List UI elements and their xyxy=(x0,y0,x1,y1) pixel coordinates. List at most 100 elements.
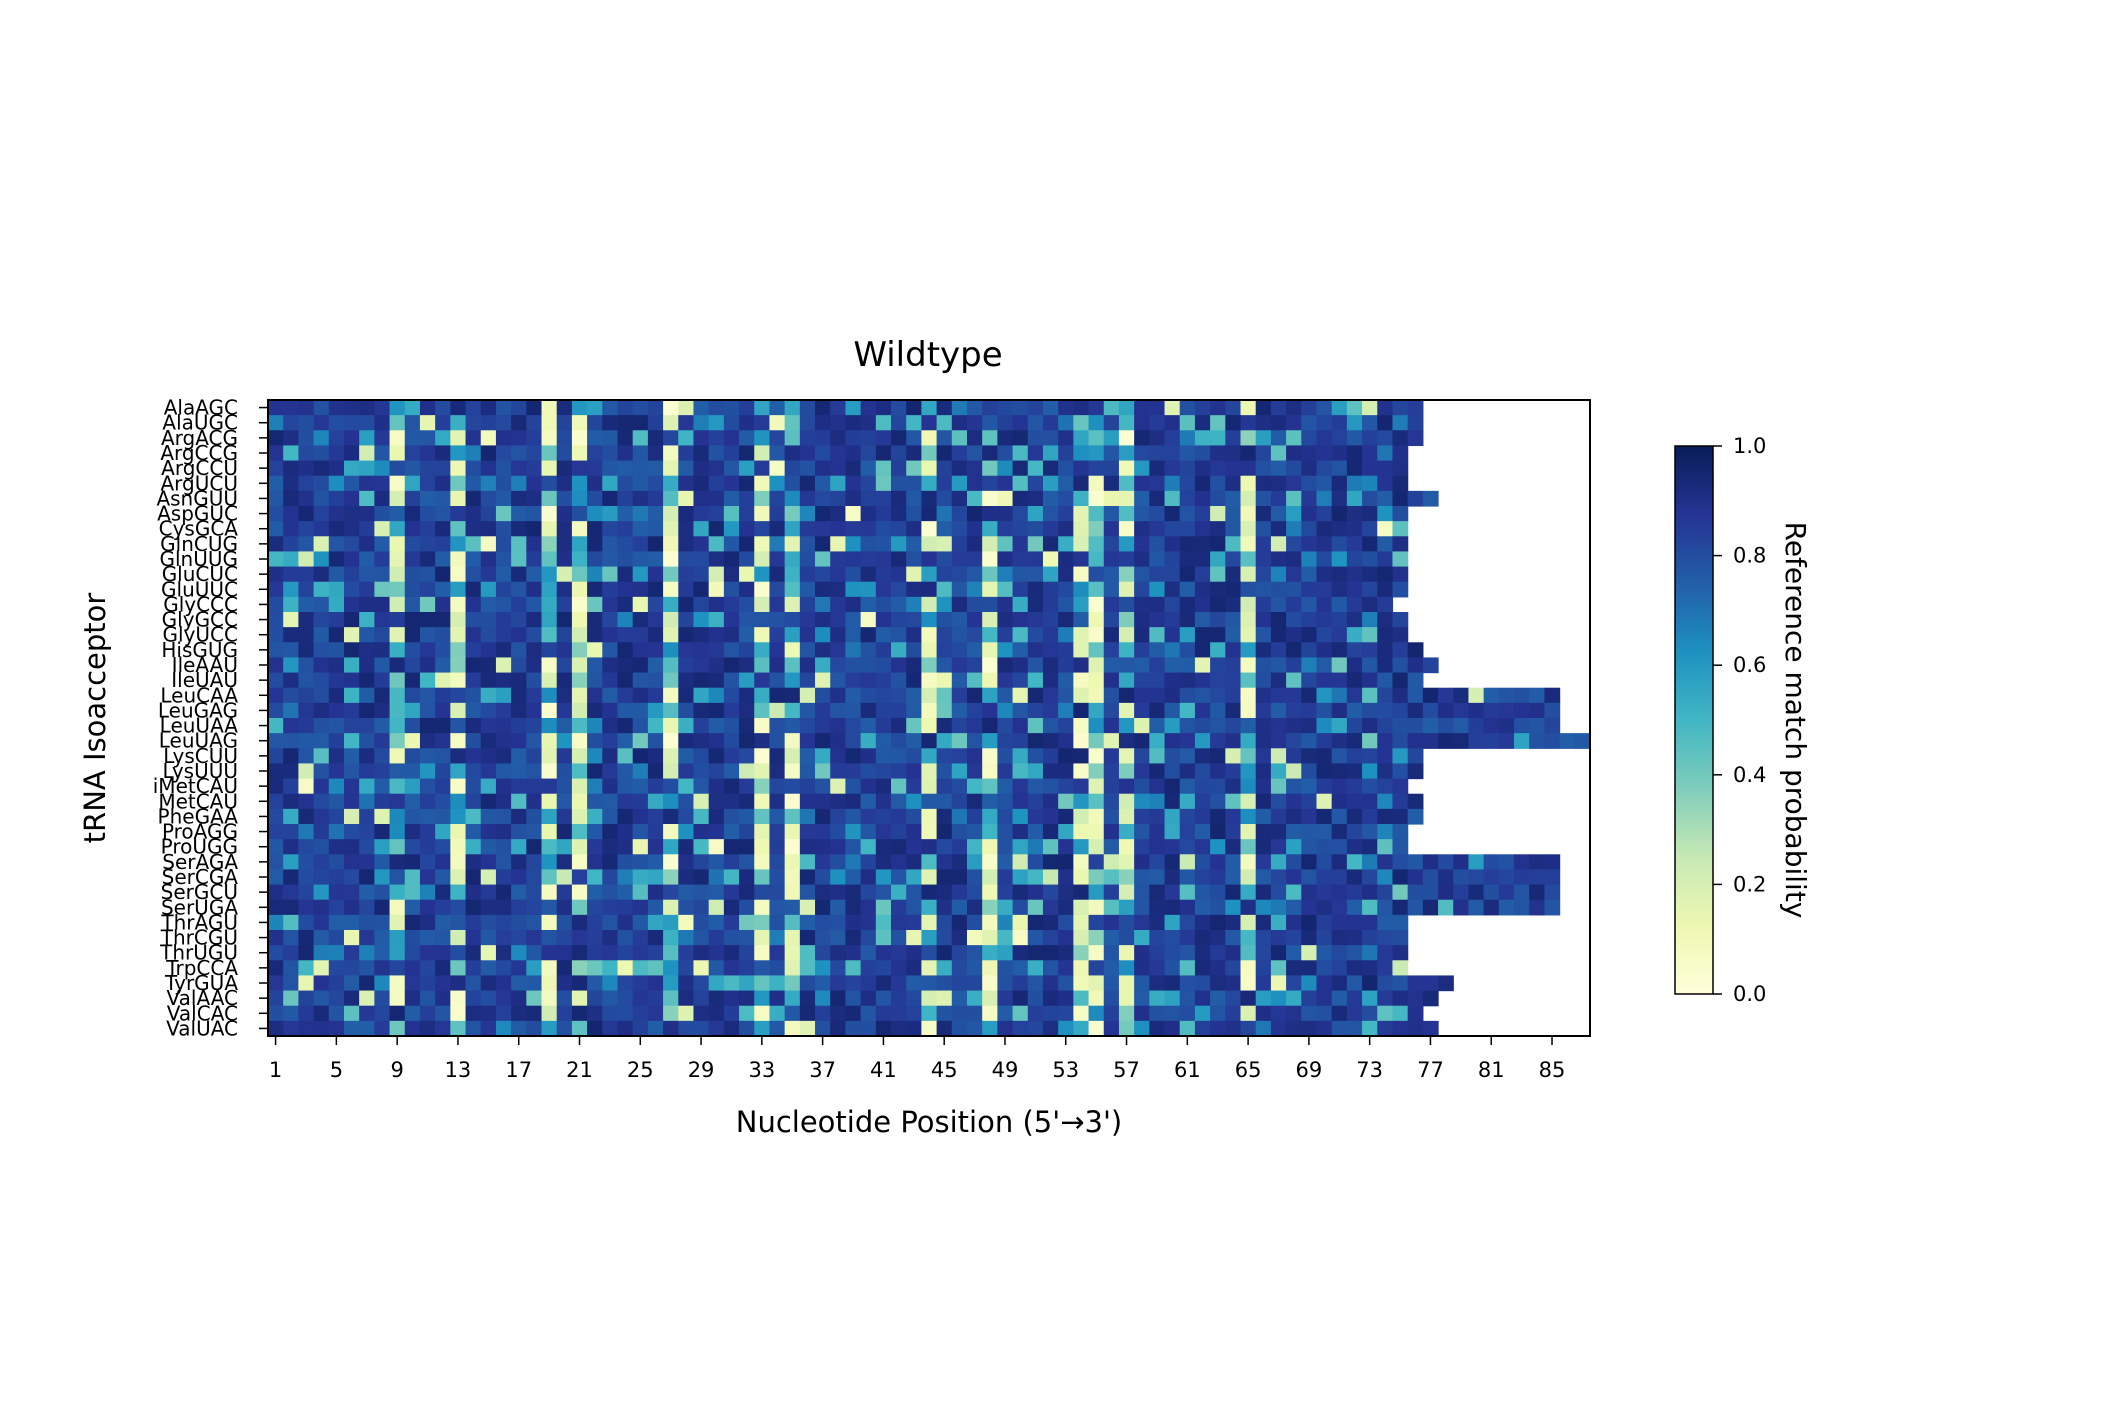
heatmap-cell xyxy=(632,581,649,598)
heatmap-cell xyxy=(435,536,451,553)
heatmap-cell xyxy=(435,521,451,537)
heatmap-cell xyxy=(678,400,695,416)
heatmap-cell xyxy=(708,702,725,719)
heatmap-cell xyxy=(571,536,588,553)
heatmap-cell xyxy=(647,899,664,916)
heatmap-cell xyxy=(982,839,998,855)
heatmap-cell xyxy=(860,672,877,689)
heatmap-cell xyxy=(936,778,953,795)
heatmap-cell xyxy=(1058,990,1074,1007)
heatmap-cell xyxy=(328,945,345,961)
heatmap-cell xyxy=(769,536,786,553)
heatmap-cell xyxy=(1103,869,1120,886)
heatmap-cell xyxy=(571,415,588,431)
heatmap-cell xyxy=(1392,627,1409,643)
heatmap-cell xyxy=(404,763,421,780)
heatmap-cell xyxy=(1316,914,1333,931)
heatmap-cell xyxy=(1392,808,1409,825)
heatmap-cell xyxy=(602,627,619,643)
heatmap-cell xyxy=(754,506,771,522)
heatmap-cell xyxy=(1362,415,1378,431)
y-tick-label: IleUAU xyxy=(171,668,238,692)
heatmap-cell xyxy=(1027,657,1044,674)
heatmap-cell xyxy=(815,869,831,886)
heatmap-cell xyxy=(283,445,299,462)
heatmap-cell xyxy=(1164,854,1181,871)
colorbar-tick-label: 0.0 xyxy=(1733,982,1766,1006)
heatmap-cell xyxy=(1058,612,1074,628)
heatmap-cell xyxy=(450,914,467,931)
heatmap-cell xyxy=(1088,990,1105,1007)
heatmap-cell xyxy=(1316,733,1333,749)
heatmap-cell xyxy=(617,718,634,734)
heatmap-cell xyxy=(1103,824,1120,840)
heatmap-cell xyxy=(1331,521,1348,537)
heatmap-cell xyxy=(860,612,877,628)
heatmap-cell xyxy=(921,899,938,916)
heatmap-cell xyxy=(845,975,862,992)
heatmap-cell xyxy=(739,596,755,613)
heatmap-cell xyxy=(602,460,619,477)
heatmap-cell xyxy=(723,657,740,674)
heatmap-cell xyxy=(587,521,603,537)
heatmap-cell xyxy=(435,612,451,628)
heatmap-cell xyxy=(343,914,360,931)
heatmap-cell xyxy=(1346,506,1363,522)
heatmap-cell xyxy=(268,1005,284,1022)
heatmap-cell xyxy=(1134,415,1150,431)
heatmap-cell xyxy=(739,914,755,931)
heatmap-cell xyxy=(678,566,695,583)
heatmap-cell xyxy=(1194,612,1211,628)
heatmap-cell xyxy=(1073,490,1090,507)
y-tick-label: GlnCUG xyxy=(160,532,238,556)
heatmap-cell xyxy=(997,672,1014,689)
heatmap-cell xyxy=(480,763,497,780)
heatmap-cell xyxy=(298,460,315,477)
heatmap-cell xyxy=(875,733,892,749)
heatmap-cell xyxy=(845,521,862,537)
heatmap-cell xyxy=(495,748,512,765)
heatmap-cell xyxy=(1194,854,1211,871)
heatmap-cell xyxy=(1529,718,1546,734)
heatmap-cell xyxy=(602,975,619,992)
heatmap-cell xyxy=(1027,960,1044,977)
heatmap-cell xyxy=(465,506,482,522)
heatmap-cell xyxy=(906,854,923,871)
heatmap-cell xyxy=(951,566,968,583)
heatmap-cell xyxy=(1316,445,1333,462)
heatmap-cell xyxy=(1392,551,1409,568)
heatmap-cell xyxy=(723,490,740,507)
heatmap-cell xyxy=(480,1005,497,1022)
heatmap-cell xyxy=(480,808,497,825)
heatmap-cell xyxy=(541,930,558,946)
heatmap-cell xyxy=(1270,945,1287,961)
heatmap-cell xyxy=(1377,687,1394,704)
heatmap-cell xyxy=(1362,914,1378,931)
heatmap-cell xyxy=(845,400,862,416)
heatmap-cell xyxy=(480,627,497,643)
y-tick-label: ProUGG xyxy=(161,835,238,859)
heatmap-cell xyxy=(693,930,710,946)
heatmap-cell xyxy=(495,551,512,568)
heatmap-cell xyxy=(450,581,467,598)
heatmap-cell xyxy=(1164,445,1181,462)
heatmap-cell xyxy=(815,763,831,780)
heatmap-cell xyxy=(663,430,679,447)
heatmap-cell xyxy=(1422,854,1439,871)
heatmap-cell xyxy=(359,506,375,522)
heatmap-cell xyxy=(830,566,847,583)
heatmap-cell xyxy=(465,793,482,810)
heatmap-cell xyxy=(495,430,512,447)
heatmap-cell xyxy=(617,1020,634,1037)
heatmap-cell xyxy=(647,975,664,992)
heatmap-cell xyxy=(1392,521,1409,537)
heatmap-cell xyxy=(313,566,330,583)
heatmap-cell xyxy=(1301,884,1318,901)
heatmap-cell xyxy=(1088,627,1105,643)
heatmap-cell xyxy=(1331,506,1348,522)
heatmap-cell xyxy=(997,687,1014,704)
heatmap-cell xyxy=(1194,718,1211,734)
heatmap-cell xyxy=(966,612,983,628)
heatmap-cell xyxy=(1012,702,1029,719)
heatmap-cell xyxy=(541,778,558,795)
